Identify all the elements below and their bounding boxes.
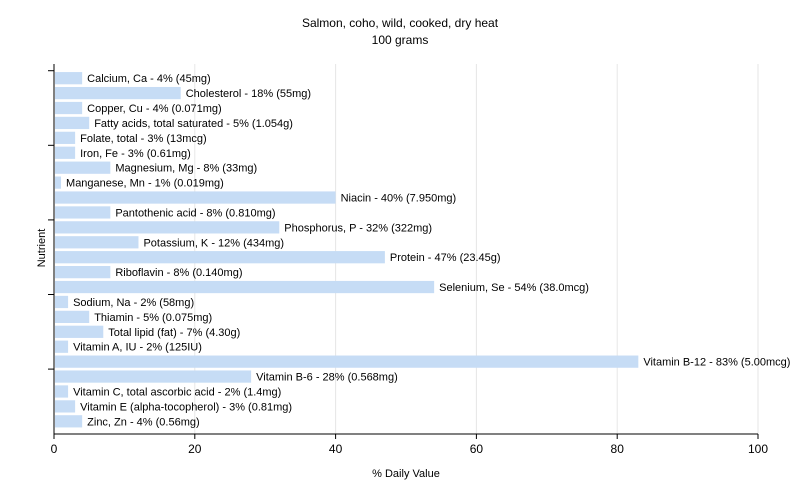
bar-label: Manganese, Mn - 1% (0.019mg) <box>66 178 224 190</box>
bar-label: Pantothenic acid - 8% (0.810mg) <box>115 207 275 219</box>
bar-label: Fatty acids, total saturated - 5% (1.054… <box>94 118 293 130</box>
bar-label: Selenium, Se - 54% (38.0mcg) <box>439 282 589 294</box>
chart-title: Salmon, coho, wild, cooked, dry heat <box>302 16 499 30</box>
bar-label: Thiamin - 5% (0.075mg) <box>94 312 212 324</box>
bar-label: Protein - 47% (23.45g) <box>390 252 501 264</box>
bar-label: Total lipid (fat) - 7% (4.30g) <box>108 327 240 339</box>
bar <box>55 415 83 428</box>
bar <box>55 340 69 353</box>
bars: Calcium, Ca - 4% (45mg) Cholesterol - 18%… <box>55 72 790 428</box>
bar <box>55 370 252 383</box>
bar <box>55 146 76 159</box>
x-axis-label: % Daily Value <box>372 468 440 480</box>
bar-label: Potassium, K - 12% (434mg) <box>143 237 284 249</box>
bar-label: Vitamin A, IU - 2% (125IU) <box>73 342 202 354</box>
bar <box>55 221 280 234</box>
bar-label: Zinc, Zn - 4% (0.56mg) <box>87 416 199 428</box>
bar <box>55 295 69 309</box>
bar <box>55 191 336 204</box>
bar-label: Calcium, Ca - 4% (45mg) <box>87 73 210 85</box>
x-tick-label: 80 <box>611 442 625 456</box>
bar <box>55 206 111 219</box>
bar-label: Vitamin E (alpha-tocopherol) - 3% (0.81m… <box>80 401 292 413</box>
bar-label: Vitamin C, total ascorbic acid - 2% (1.4… <box>73 386 281 398</box>
bar <box>55 385 69 398</box>
y-axis-label: Nutrient <box>36 229 48 268</box>
bar-label: Cholesterol - 18% (55mg) <box>186 88 311 100</box>
bar-label: Folate, total - 3% (13mcg) <box>80 133 207 145</box>
bar <box>55 161 111 174</box>
bar-label: Magnesium, Mg - 8% (33mg) <box>115 163 257 175</box>
x-tick-label: 60 <box>470 442 484 456</box>
bar <box>55 176 62 189</box>
chart-subtitle: 100 grams <box>372 33 429 47</box>
bar-label: Iron, Fe - 3% (0.61mg) <box>80 148 191 160</box>
bar <box>55 101 83 115</box>
bar-label: Vitamin B-6 - 28% (0.568mg) <box>256 372 398 384</box>
bar <box>55 72 83 85</box>
bar <box>55 116 90 130</box>
x-tick-label: 20 <box>188 442 202 456</box>
x-tick-label: 100 <box>748 442 768 456</box>
axes <box>48 64 758 435</box>
bar <box>55 86 181 100</box>
bar <box>55 325 104 338</box>
x-tick-label: 40 <box>329 442 343 456</box>
bar <box>55 310 90 323</box>
bar-label: Vitamin B-12 - 83% (5.00mcg) <box>643 357 790 369</box>
bar-label: Niacin - 40% (7.950mg) <box>341 193 457 205</box>
bar <box>55 251 385 264</box>
bar-label: Phosphorus, P - 32% (322mg) <box>284 222 432 234</box>
bar <box>55 400 76 413</box>
bar <box>55 266 111 279</box>
bar <box>55 131 76 144</box>
bar-label: Copper, Cu - 4% (0.071mg) <box>87 103 222 115</box>
x-tick-label: 0 <box>51 442 58 456</box>
bar <box>55 355 639 368</box>
bar-label: Riboflavin - 8% (0.140mg) <box>115 267 242 279</box>
bar <box>55 236 139 249</box>
bar <box>55 280 435 294</box>
x-axis-ticks: 0 20 40 60 80 100 <box>51 434 768 456</box>
bar-label: Sodium, Na - 2% (58mg) <box>73 297 194 309</box>
